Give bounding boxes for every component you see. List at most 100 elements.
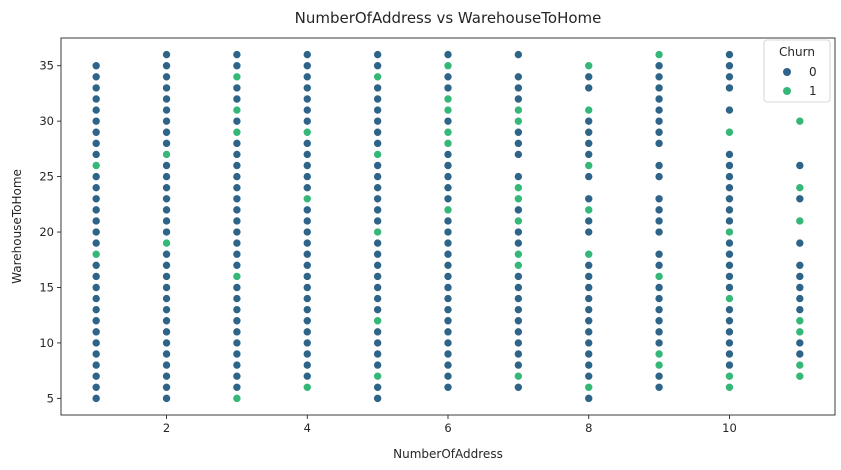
data-point-churn-0: [162, 272, 171, 281]
y-axis-label: WarehouseToHome: [10, 169, 24, 284]
y-tick-label: 20: [39, 225, 54, 239]
data-point-churn-0: [232, 83, 242, 93]
data-point-churn-0: [795, 261, 805, 270]
data-point-churn-0: [373, 394, 382, 403]
data-point-churn-0: [443, 371, 453, 381]
data-point-churn-0: [514, 83, 523, 93]
data-point-churn-0: [302, 305, 312, 314]
data-point-churn-0: [162, 360, 171, 370]
data-point-churn-0: [443, 227, 453, 237]
data-point-churn-0: [795, 305, 805, 314]
data-point-churn-0: [514, 360, 523, 370]
data-point-churn-1: [654, 272, 664, 281]
data-point-churn-0: [302, 283, 312, 292]
data-point-churn-0: [654, 172, 664, 181]
data-point-churn-0: [795, 283, 805, 292]
data-point-churn-0: [91, 83, 101, 93]
data-point-churn-0: [302, 338, 312, 348]
data-point-churn-0: [91, 216, 101, 226]
data-point-churn-0: [232, 139, 242, 148]
data-point-churn-0: [373, 238, 382, 248]
data-point-churn-0: [162, 161, 171, 170]
data-point-churn-0: [91, 283, 101, 292]
data-point-churn-0: [514, 305, 523, 314]
data-point-churn-1: [514, 249, 523, 259]
data-point-churn-0: [302, 161, 312, 170]
x-tick-label: 4: [304, 421, 311, 435]
data-point-churn-1: [795, 327, 805, 337]
data-point-churn-0: [162, 183, 171, 192]
data-point-churn-0: [162, 50, 171, 59]
data-point-churn-0: [162, 294, 171, 303]
data-point-churn-1: [443, 94, 453, 104]
data-point-churn-1: [795, 216, 805, 226]
data-point-churn-0: [91, 371, 101, 381]
data-point-churn-1: [654, 360, 664, 370]
data-point-churn-0: [232, 94, 242, 104]
x-tick-label: 2: [163, 421, 170, 435]
data-point-churn-0: [162, 72, 171, 82]
data-point-churn-0: [654, 294, 664, 303]
data-point-churn-1: [514, 183, 523, 192]
data-point-churn-0: [232, 261, 242, 270]
data-point-churn-0: [91, 360, 101, 370]
data-point-churn-1: [91, 161, 101, 170]
data-point-churn-0: [443, 305, 453, 314]
data-point-churn-0: [654, 227, 664, 237]
data-point-churn-1: [725, 382, 734, 392]
data-point-churn-0: [584, 360, 594, 370]
data-point-churn-0: [443, 194, 453, 204]
data-point-churn-0: [91, 238, 101, 248]
data-point-churn-0: [795, 272, 805, 281]
data-point-churn-0: [162, 327, 171, 337]
data-point-churn-0: [584, 72, 594, 82]
data-point-churn-0: [443, 249, 453, 259]
data-point-churn-0: [232, 172, 242, 181]
data-point-churn-0: [302, 360, 312, 370]
data-point-churn-1: [91, 249, 101, 259]
data-point-churn-0: [725, 338, 734, 348]
data-point-churn-0: [514, 172, 523, 181]
data-point-churn-0: [443, 216, 453, 226]
data-point-churn-0: [725, 105, 734, 115]
data-point-churn-0: [91, 72, 101, 82]
data-point-churn-1: [373, 227, 382, 237]
data-point-churn-1: [373, 72, 382, 82]
data-point-churn-0: [443, 338, 453, 348]
data-point-churn-0: [725, 305, 734, 314]
data-point-churn-0: [725, 183, 734, 192]
data-point-churn-0: [443, 72, 453, 82]
data-point-churn-0: [514, 382, 523, 392]
data-point-churn-0: [514, 283, 523, 292]
data-point-churn-0: [654, 161, 664, 170]
data-point-churn-1: [584, 205, 594, 215]
data-point-churn-0: [232, 283, 242, 292]
legend-box: [763, 39, 831, 103]
data-point-churn-0: [162, 349, 171, 359]
data-point-churn-0: [443, 283, 453, 292]
data-point-churn-1: [584, 249, 594, 259]
data-point-churn-0: [91, 105, 101, 115]
data-point-churn-0: [514, 72, 523, 82]
data-point-churn-0: [584, 294, 594, 303]
data-point-churn-0: [232, 349, 242, 359]
data-point-churn-0: [162, 205, 171, 215]
data-point-churn-0: [584, 327, 594, 337]
data-point-churn-0: [91, 94, 101, 104]
data-point-churn-0: [443, 261, 453, 270]
data-point-churn-0: [725, 249, 734, 259]
data-point-churn-0: [91, 127, 101, 137]
data-point-churn-0: [725, 261, 734, 270]
data-point-churn-1: [584, 161, 594, 170]
data-point-churn-0: [232, 316, 242, 326]
data-point-churn-0: [302, 72, 312, 82]
data-point-churn-0: [162, 194, 171, 204]
data-point-churn-0: [795, 294, 805, 303]
data-point-churn-0: [302, 349, 312, 359]
y-tick-label: 10: [39, 336, 54, 350]
data-point-churn-0: [91, 272, 101, 281]
data-point-churn-0: [654, 305, 664, 314]
data-point-churn-0: [91, 327, 101, 337]
data-point-churn-0: [654, 371, 664, 381]
y-tick-label: 5: [47, 391, 54, 405]
